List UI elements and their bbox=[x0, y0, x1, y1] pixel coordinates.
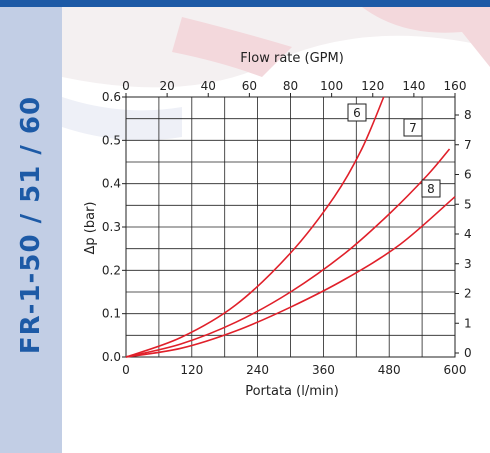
y-tick-label: 0.5 bbox=[102, 133, 121, 147]
right-tick-label: 1 bbox=[464, 316, 472, 330]
top-tick-label: 40 bbox=[201, 79, 216, 93]
right-tick-label: 7 bbox=[464, 138, 472, 152]
side-panel bbox=[0, 7, 62, 453]
x-axis-bottom-title: Portata (l/min) bbox=[245, 384, 339, 399]
y-tick-label: 0.3 bbox=[102, 220, 121, 234]
top-tick-label: 20 bbox=[159, 79, 174, 93]
right-tick-label: 0 bbox=[464, 346, 472, 360]
y-tick-label: 0.0 bbox=[102, 350, 121, 364]
x-tick-label: 240 bbox=[246, 363, 269, 377]
right-tick-label: 2 bbox=[464, 287, 472, 301]
top-accent-bar bbox=[0, 0, 490, 7]
curve-label-7: 7 bbox=[403, 118, 423, 137]
right-tick-label: 6 bbox=[464, 168, 472, 182]
top-tick-label: 60 bbox=[242, 79, 257, 93]
x-tick-label: 120 bbox=[180, 363, 203, 377]
top-tick-label: 120 bbox=[361, 79, 384, 93]
curve-label-text: 6 bbox=[353, 106, 361, 120]
top-tick-label: 100 bbox=[320, 79, 343, 93]
right-tick-label: 3 bbox=[464, 257, 472, 271]
curve-label-6: 6 bbox=[347, 103, 367, 122]
x-tick-label: 600 bbox=[444, 363, 467, 377]
curve-label-8: 8 bbox=[421, 179, 441, 198]
y-tick-label: 0.2 bbox=[102, 263, 121, 277]
right-tick-label: 4 bbox=[464, 227, 472, 241]
y-tick-label: 0.1 bbox=[102, 307, 121, 321]
y-tick-label: 0.6 bbox=[102, 90, 121, 104]
background-flag-art bbox=[62, 7, 490, 141]
x-tick-label: 0 bbox=[122, 363, 130, 377]
curve-7 bbox=[125, 148, 451, 358]
top-tick-label: 80 bbox=[283, 79, 298, 93]
right-tick-label: 8 bbox=[464, 108, 472, 122]
top-tick-label: 160 bbox=[444, 79, 467, 93]
top-tick-label: 0 bbox=[122, 79, 130, 93]
curve-6 bbox=[125, 96, 385, 358]
x-axis-top-title: Flow rate (GPM) bbox=[240, 51, 344, 66]
y-tick-label: 0.4 bbox=[102, 177, 121, 191]
top-tick-label: 140 bbox=[402, 79, 425, 93]
x-tick-label: 480 bbox=[378, 363, 401, 377]
curve-label-text: 8 bbox=[427, 182, 435, 196]
x-tick-label: 360 bbox=[312, 363, 335, 377]
y-axis-left-title: Δp (bar) bbox=[83, 202, 98, 255]
right-tick-label: 5 bbox=[464, 197, 472, 211]
curves: 6 7 8 bbox=[125, 96, 456, 358]
curve-8 bbox=[125, 196, 456, 358]
curve-label-text: 7 bbox=[409, 121, 417, 135]
